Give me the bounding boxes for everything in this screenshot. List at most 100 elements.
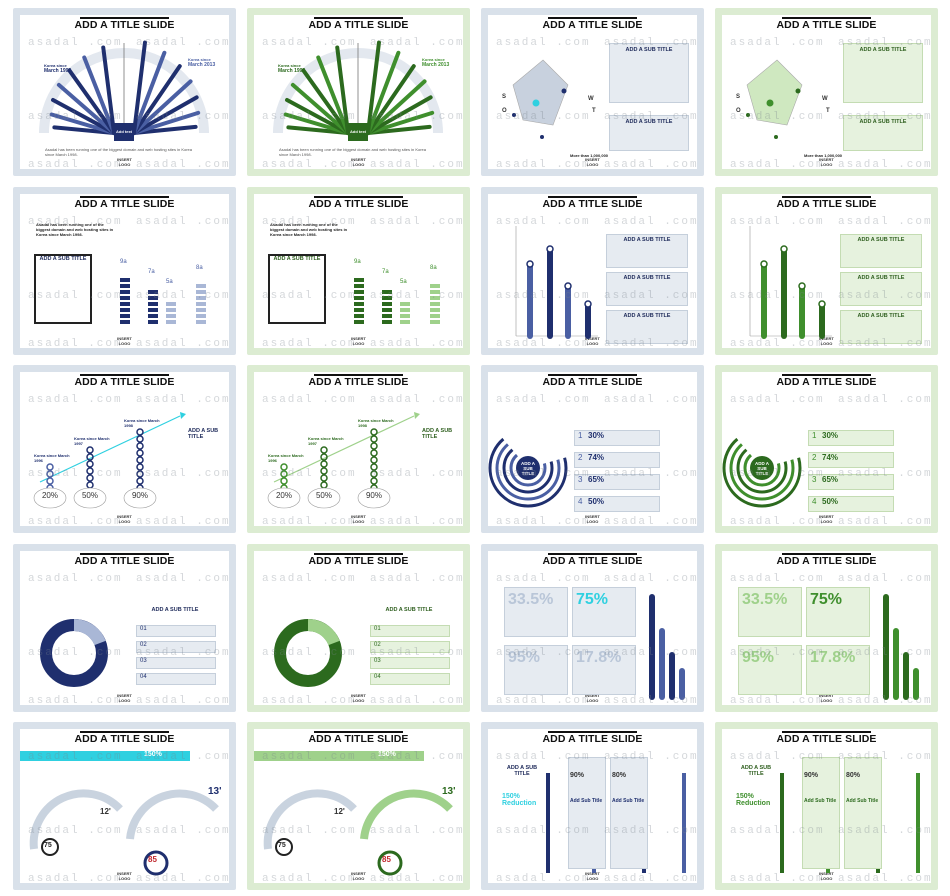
- slide-thumbnail[interactable]: ADD A TITLE SLIDE INSERT LOGO Korea since M…: [247, 8, 470, 176]
- right-ray: [132, 95, 199, 135]
- stacked-block: [196, 320, 206, 324]
- right-ray: [366, 50, 401, 135]
- slide-canvas: ADD A TITLE SLIDE INSERT LOGO ADD A SUB TI…: [722, 729, 931, 885]
- chain-link: [370, 477, 378, 485]
- insert-logo: INSERT LOGO: [819, 871, 834, 881]
- slide-title: ADD A TITLE SLIDE: [20, 374, 229, 388]
- stat-value: 33.5%: [508, 591, 554, 608]
- slide-title: ADD A TITLE SLIDE: [20, 553, 229, 567]
- stacked-block: [430, 320, 440, 324]
- insert-logo: INSERT LOGO: [819, 693, 834, 703]
- center-label: Add text: [350, 129, 366, 134]
- slide-thumbnail[interactable]: ADD A TITLE SLIDE INSERT LOGO ADD A SUB TI…: [715, 722, 938, 890]
- slide-graphic: [273, 40, 443, 141]
- stat-value: 75%: [810, 591, 843, 608]
- sub-title: ADD A SUB TITLE: [625, 47, 673, 53]
- chain-link: [46, 477, 54, 485]
- pin-head: [760, 260, 768, 268]
- num-75: 75: [278, 842, 286, 849]
- slide-thumbnail[interactable]: ADD A TITLE SLIDE INSERT LOGO 150% 12' 13' 75…: [13, 722, 236, 890]
- radar-dot-1: [766, 99, 774, 107]
- left-ray: [290, 82, 350, 135]
- stacked-block: [166, 320, 176, 324]
- stacked-block: [354, 314, 364, 318]
- slide-thumbnail[interactable]: ADD A TITLE SLIDE INSERT LOGO S W O T ADD A SU…: [481, 8, 704, 176]
- right-ray: [366, 64, 416, 135]
- pin-head: [780, 245, 788, 253]
- gauge-large: [143, 850, 169, 876]
- chain-link: [370, 463, 378, 471]
- slide-graphic: [33, 412, 186, 509]
- slide-thumbnail[interactable]: ADD A TITLE SLIDE INSERT LOGO More than 3,…: [247, 544, 470, 712]
- stat-box: [504, 645, 568, 695]
- slide-thumbnail[interactable]: ADD A TITLE SLIDE INSERT LOGO ADD A SUB TI…: [715, 365, 938, 533]
- sub-title: ADD A SUB TITLE: [740, 765, 772, 777]
- stacked-block: [430, 314, 440, 318]
- radar-dot-2: [561, 88, 567, 94]
- row-percent: 30%: [822, 431, 839, 440]
- arrow-arc-2: [126, 789, 219, 840]
- slide-canvas: ADD A TITLE SLIDE INSERT LOGO ADD A SUB TI…: [488, 729, 697, 885]
- slide-canvas: ADD A TITLE SLIDE INSERT LOGO 20% Korea sin…: [254, 372, 463, 528]
- chain-link: [46, 470, 54, 478]
- chain-link: [136, 435, 144, 443]
- slide-thumbnail[interactable]: ADD A TITLE SLIDE INSERT LOGO 20% Korea sin…: [13, 365, 236, 533]
- slide-thumbnail[interactable]: ADD A TITLE SLIDE INSERT LOGO 20% Korea sin…: [247, 365, 470, 533]
- slide-thumbnail[interactable]: ADD A TITLE SLIDE INSERT LOGO ADD A SUB TI…: [481, 187, 704, 355]
- sub-title-box: [609, 115, 689, 151]
- slide-thumbnail[interactable]: ADD A TITLE SLIDE INSERT LOGO Asadal has b…: [13, 187, 236, 355]
- sub-title-box: [840, 310, 922, 344]
- slide-thumbnail[interactable]: ADD A TITLE SLIDE INSERT LOGO Korea since M…: [13, 8, 236, 176]
- stacked-block: [382, 302, 392, 306]
- slide-thumbnail[interactable]: ADD A TITLE SLIDE INSERT LOGO ADD A SUB TI…: [715, 187, 938, 355]
- stacked-block: [354, 296, 364, 300]
- slide-thumbnail[interactable]: ADD A TITLE SLIDE INSERT LOGO 33.5% 75% 95% 1…: [715, 544, 938, 712]
- insert-logo: INSERT LOGO: [585, 514, 600, 524]
- sub-title-box: [843, 115, 923, 151]
- slide-title: ADD A TITLE SLIDE: [722, 553, 931, 567]
- slide-thumbnail[interactable]: ADD A TITLE SLIDE INSERT LOGO More than 3,…: [13, 544, 236, 712]
- pin-head: [564, 282, 572, 290]
- chain-link: [136, 428, 144, 436]
- right-ray: [366, 95, 433, 135]
- radar-dot-4: [540, 135, 544, 139]
- slide-thumbnail[interactable]: ADD A TITLE SLIDE INSERT LOGO ADD A SUB TI…: [481, 722, 704, 890]
- stacked-block: [120, 302, 130, 306]
- slide-graphic: [883, 594, 919, 700]
- donut-segment: [307, 619, 340, 646]
- num-85: 85: [382, 855, 391, 864]
- row-number: 4: [578, 497, 583, 506]
- radar-dot-1: [532, 99, 540, 107]
- stacked-block: [430, 308, 440, 312]
- sub-title-box: [843, 43, 923, 103]
- slide-title: ADD A TITLE SLIDE: [488, 196, 697, 210]
- slide-thumbnail[interactable]: ADD A TITLE SLIDE INSERT LOGO S W O T ADD A SU…: [715, 8, 938, 176]
- slide-canvas: ADD A TITLE SLIDE INSERT LOGO 33.5% 75% 95% 1…: [722, 551, 931, 707]
- sub-title: ADD A SUB TITLE: [188, 428, 219, 440]
- sub-title-box: [268, 254, 326, 324]
- left-ray: [285, 98, 350, 135]
- trend-arrow: [414, 412, 420, 419]
- ring-arc: [729, 435, 795, 501]
- num-13: 13': [442, 786, 456, 797]
- row-number: 04: [374, 674, 381, 680]
- slide-thumbnail[interactable]: ADD A TITLE SLIDE INSERT LOGO Asadal has b…: [247, 187, 470, 355]
- row-percent: 74%: [588, 453, 605, 462]
- slide-title: ADD A TITLE SLIDE: [254, 196, 463, 210]
- cloud-shape: [307, 487, 341, 509]
- slide-thumbnail[interactable]: ADD A TITLE SLIDE INSERT LOGO ADD A SUB TI…: [481, 365, 704, 533]
- slide-thumbnail[interactable]: ADD A TITLE SLIDE INSERT LOGO 33.5% 75% 95% 1…: [481, 544, 704, 712]
- row-box: [808, 496, 894, 512]
- caption-text: Asadal has been running one of the bigge…: [45, 147, 192, 157]
- slide-title: ADD A TITLE SLIDE: [254, 731, 463, 745]
- slide-thumbnail[interactable]: ADD A TITLE SLIDE INSERT LOGO 150% 12' 13' 75…: [247, 722, 470, 890]
- insert-logo: INSERT LOGO: [819, 157, 834, 167]
- row-number: 02: [140, 642, 147, 648]
- row-percent: 65%: [822, 475, 839, 484]
- slide-canvas: ADD A TITLE SLIDE INSERT LOGO ADD A SUB TI…: [488, 194, 697, 350]
- chain-link: [370, 428, 378, 436]
- slide-title: ADD A TITLE SLIDE: [20, 196, 229, 210]
- banner-value: 150%: [144, 751, 162, 758]
- row-number: 01: [140, 626, 147, 632]
